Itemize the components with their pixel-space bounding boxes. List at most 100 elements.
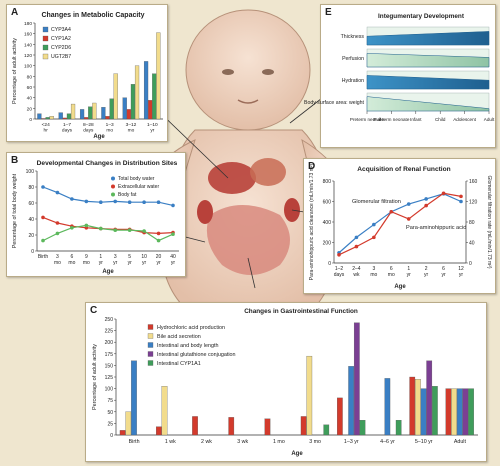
chart-b-series-line: [42, 186, 174, 206]
chart-a-legend-label: CYP3A4: [51, 27, 71, 33]
chart-b-title: Developmental Changes in Distribution Si…: [37, 160, 178, 167]
chart-b-point: [55, 221, 60, 225]
chart-d-point: [354, 235, 359, 240]
chart-a-bar: [88, 106, 93, 120]
panel-a-letter: A: [11, 7, 19, 18]
chart-b-y-tick-label: 100: [26, 169, 35, 175]
chart-a-bar: [58, 112, 63, 120]
chart-d-x-tick-label: 6: [442, 266, 445, 272]
chart-b-point: [70, 197, 74, 201]
chart-a-x-tick-label-unit: yr: [150, 128, 154, 134]
chart-b-y-axis-label: Percentage of total body weight: [12, 173, 18, 248]
chart-a-y-tick-label: 120: [24, 53, 32, 59]
chart-d-x-axis-label: Age: [394, 284, 406, 290]
chart-d-y-tick-label: 400: [323, 220, 332, 226]
chart-c-x-tick-label: 4–6 yr: [380, 439, 395, 445]
chart-d-point: [406, 202, 411, 206]
chart-b-x-tick-label: 10: [141, 254, 147, 260]
chart-a-bar: [109, 98, 114, 120]
chart-b-point: [156, 231, 161, 236]
chart-d-x-tick-label: 6: [390, 266, 393, 272]
chart-c-bar: [395, 420, 402, 436]
chart-c-bar: [323, 424, 330, 436]
chart-b-point: [156, 238, 161, 243]
chart-a-y-tick-label: 180: [24, 21, 32, 27]
chart-d-y2-axis-label: Glomerular filtration rate (mL/min/1.73 …: [486, 175, 492, 268]
chart-e-row-label: Perfusion: [342, 56, 364, 62]
chart-a-legend-label: CYP2D6: [51, 45, 71, 51]
chart-d-x-tick-label: 2–4: [352, 266, 361, 272]
chart-a-bar: [130, 84, 136, 120]
chart-a-y-tick-label: 100: [24, 64, 32, 70]
chart-e-row-label: Thickness: [341, 34, 365, 40]
chart-b-point: [98, 200, 103, 204]
chart-c-bar: [409, 376, 416, 436]
panel-a: A Changes in Metabolic Capacity 0 20 40 60 80…: [6, 4, 168, 142]
chart-d-x-tick-label: 3: [372, 266, 375, 272]
chart-c-bar: [462, 388, 469, 436]
chart-a-bar: [37, 113, 42, 120]
chart-b-point: [113, 199, 118, 204]
chart-d-title: Acquisition of Renal Function: [357, 166, 450, 173]
chart-b-y-tick-label: 0: [31, 249, 34, 255]
chart-c-y-tick-label: 250: [105, 317, 114, 323]
chart-c-legend-label: Bile acid secretion: [157, 334, 201, 340]
panel-e: E Integumentary Development Thickness Perf…: [304, 4, 496, 148]
chart-a-x-tick-label-unit: mo: [128, 129, 135, 134]
chart-c-legend-swatch: [147, 351, 154, 357]
chart-c-legend-swatch: [147, 324, 154, 330]
chart-a-legend-swatch: [42, 26, 49, 33]
chart-b-point: [127, 228, 132, 232]
chart-c-x-tick-label: 1 wk: [165, 439, 176, 445]
chart-d-x-tick-label-unit: yr: [459, 272, 464, 278]
chart-e-x-tick-label: Adult: [484, 117, 495, 122]
chart-c-bar: [348, 366, 354, 436]
chart-a-bar: [126, 109, 131, 120]
chart-d-x-tick-label: 2: [425, 266, 428, 272]
chart-d-annotation-pah: Para-aminohippuric acid: [406, 225, 466, 231]
chart-a-legend-swatch: [42, 35, 49, 42]
chart-c-title: Changes in Gastrointestinal Function: [244, 308, 358, 315]
chart-a-bar: [148, 100, 153, 120]
panel-b-letter: B: [11, 155, 19, 166]
chart-b-point: [171, 232, 175, 236]
chart-d-point: [424, 197, 428, 201]
chart-c-x-tick-label: 1 mo: [273, 439, 285, 445]
chart-d-y-tick-label: 0: [328, 261, 331, 267]
chart-b-y-tick-label: 40: [28, 217, 34, 223]
chart-e-row-fill: [366, 75, 490, 90]
chart-d-point: [389, 209, 394, 214]
chart-b-x-tick-label-unit: yr: [99, 260, 104, 266]
chart-a-bar: [49, 116, 54, 120]
chart-a-bar: [62, 117, 67, 120]
chart-a-bar: [66, 113, 72, 120]
chart-b-x-tick-label: 5: [128, 254, 131, 260]
panel-c: C Changes in Gastrointestinal Function 0 2…: [85, 302, 487, 462]
chart-c-x-axis-label: Age: [291, 451, 303, 457]
chart-b-point: [41, 185, 45, 189]
chart-c-bar: [456, 388, 463, 436]
chart-a-x-tick-label: 1–3: [106, 122, 114, 128]
chart-c-x-tick-label: 2 wk: [201, 439, 212, 445]
chart-a-y-tick-label: 60: [27, 85, 33, 91]
chart-b-point: [113, 228, 118, 232]
chart-c-bar: [353, 322, 360, 436]
chart-a-bar: [105, 116, 110, 120]
chart-b-x-tick-label-unit: mo: [68, 260, 75, 266]
chart-d-y2-tick-label: 160: [469, 179, 478, 185]
chart-b-point: [41, 238, 45, 243]
chart-c-bar: [415, 379, 421, 436]
chart-b-point: [127, 200, 132, 204]
chart-a-y-tick-label: 20: [27, 106, 33, 112]
chart-b-legend-swatch: [111, 176, 115, 181]
chart-c-x-tick-label: 1–3 yr: [344, 439, 359, 445]
chart-b-legend-label: Extracellular water: [118, 184, 159, 190]
panel-d: D Acquisition of Renal Function 0 200 400 60…: [303, 158, 496, 294]
chart-d-x-tick-label: 12: [458, 266, 464, 272]
chart-c-y-axis-label: Percentage of adult activity: [92, 344, 98, 410]
chart-b-x-tick-label-unit: mo: [83, 260, 90, 266]
chart-a-bar: [134, 65, 140, 120]
chart-c-y-tick-label: 175: [105, 352, 114, 358]
chart-b-point: [156, 200, 161, 204]
chart-e-x-tick-label: Adolescent: [453, 117, 476, 122]
